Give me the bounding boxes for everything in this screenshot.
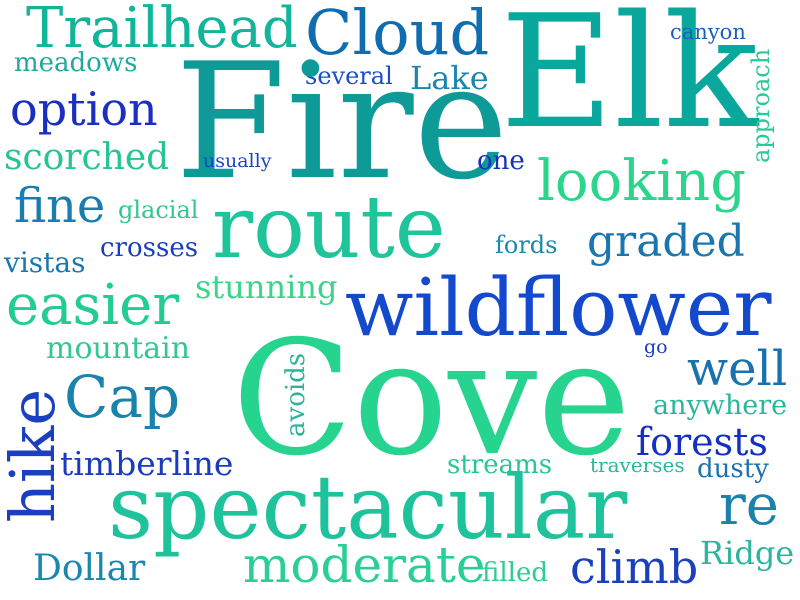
word-crosses: crosses [100,233,199,263]
word-timberline: timberline [60,444,234,483]
word-well: well [687,341,788,397]
word-cap: Cap [64,363,181,431]
word-cove: Cove [232,307,631,491]
word-wildflower: wildflower [345,261,772,354]
word-graded: graded [587,216,745,267]
word-moderate: moderate [243,536,486,594]
word-scorched: scorched [4,137,170,178]
word-ridge: Ridge [700,534,795,572]
word-several: several [305,62,393,90]
word-dollar: Dollar [33,548,146,589]
word-option: option [10,82,158,136]
word-elk: Elk [500,0,759,163]
word-meadows: meadows [14,48,138,78]
word-filled: filled [482,558,549,588]
word-fine: fine [14,178,106,234]
word-anywhere: anywhere [653,390,788,421]
word-cloud-text: Cloud [305,0,490,69]
word-traverses: traverses [590,453,685,477]
word-stunning: stunning [195,268,338,306]
word-approach: approach [747,48,775,163]
word-trailhead: Trailhead [26,0,298,61]
word-spectacular: spectacular [108,456,628,559]
word-dusty: dusty [697,454,769,484]
word-hike: hike [0,388,69,523]
word-glacial: glacial [118,196,199,224]
word-one: one [477,146,525,176]
word-looking: looking [537,149,747,214]
word-re: re [719,473,779,538]
word-forests: forests [636,420,768,464]
word-fords: fords [495,231,558,259]
word-canyon: canyon [670,20,746,44]
word-go: go [644,336,668,358]
word-vistas: vistas [4,246,86,279]
word-easier: easier [6,273,180,338]
word-fire: Fire [175,28,509,215]
word-lake: Lake [410,59,489,97]
word-usually: usually [203,150,272,172]
word-climb: climb [570,540,699,594]
word-route: route [212,178,446,278]
word-mountain: mountain [46,331,191,366]
word-streams: streams [447,450,553,480]
